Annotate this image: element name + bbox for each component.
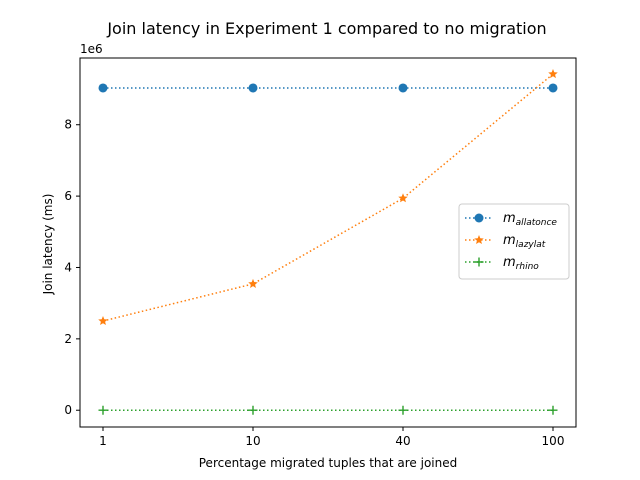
legend-label-rhino: mrhino <box>503 255 539 272</box>
legend-label-allatonce: mallatonce <box>503 211 557 228</box>
plot-area: 1 10 40 100 0 2 4 6 8 <box>64 69 564 448</box>
y-tick-label: 4 <box>64 260 72 274</box>
legend-marker-allatonce <box>474 213 484 223</box>
x-axis-label: Percentage migrated tuples that are join… <box>199 456 458 470</box>
legend: mallatonce mlazylat mrhino <box>458 203 570 280</box>
data-point-allatonce <box>98 83 108 93</box>
chart-title: Join latency in Experiment 1 compared to… <box>106 19 546 38</box>
data-point-rhino <box>98 405 108 415</box>
x-tick-label: 10 <box>245 434 260 448</box>
series-line-lazylat <box>102 73 554 322</box>
legend-box <box>458 203 570 280</box>
data-point-allatonce <box>398 83 408 93</box>
data-point-rhino <box>398 405 408 415</box>
data-point-allatonce <box>548 83 558 93</box>
data-point-lazylat <box>248 278 258 288</box>
y-tick-label: 2 <box>64 332 72 346</box>
axes-frame <box>79 57 577 428</box>
data-point-lazylat <box>398 193 408 203</box>
legend-label-lazylat: mlazylat <box>503 233 546 250</box>
y-offset-label: 1e6 <box>80 42 103 56</box>
x-tick-label: 100 <box>542 434 565 448</box>
y-tick-label: 0 <box>64 403 72 417</box>
y-tick-label: 6 <box>64 189 72 203</box>
data-point-allatonce <box>248 83 258 93</box>
y-axis-label: Join latency (ms) <box>41 194 55 296</box>
data-point-rhino <box>548 405 558 415</box>
x-tick-label: 1 <box>99 434 107 448</box>
legend-marker-rhino <box>474 257 484 267</box>
data-point-lazylat <box>548 69 558 79</box>
x-tick-label: 40 <box>395 434 410 448</box>
data-point-rhino <box>248 405 258 415</box>
legend-marker-lazylat <box>474 235 484 245</box>
y-tick-label: 8 <box>64 118 72 132</box>
data-point-lazylat <box>98 316 108 326</box>
